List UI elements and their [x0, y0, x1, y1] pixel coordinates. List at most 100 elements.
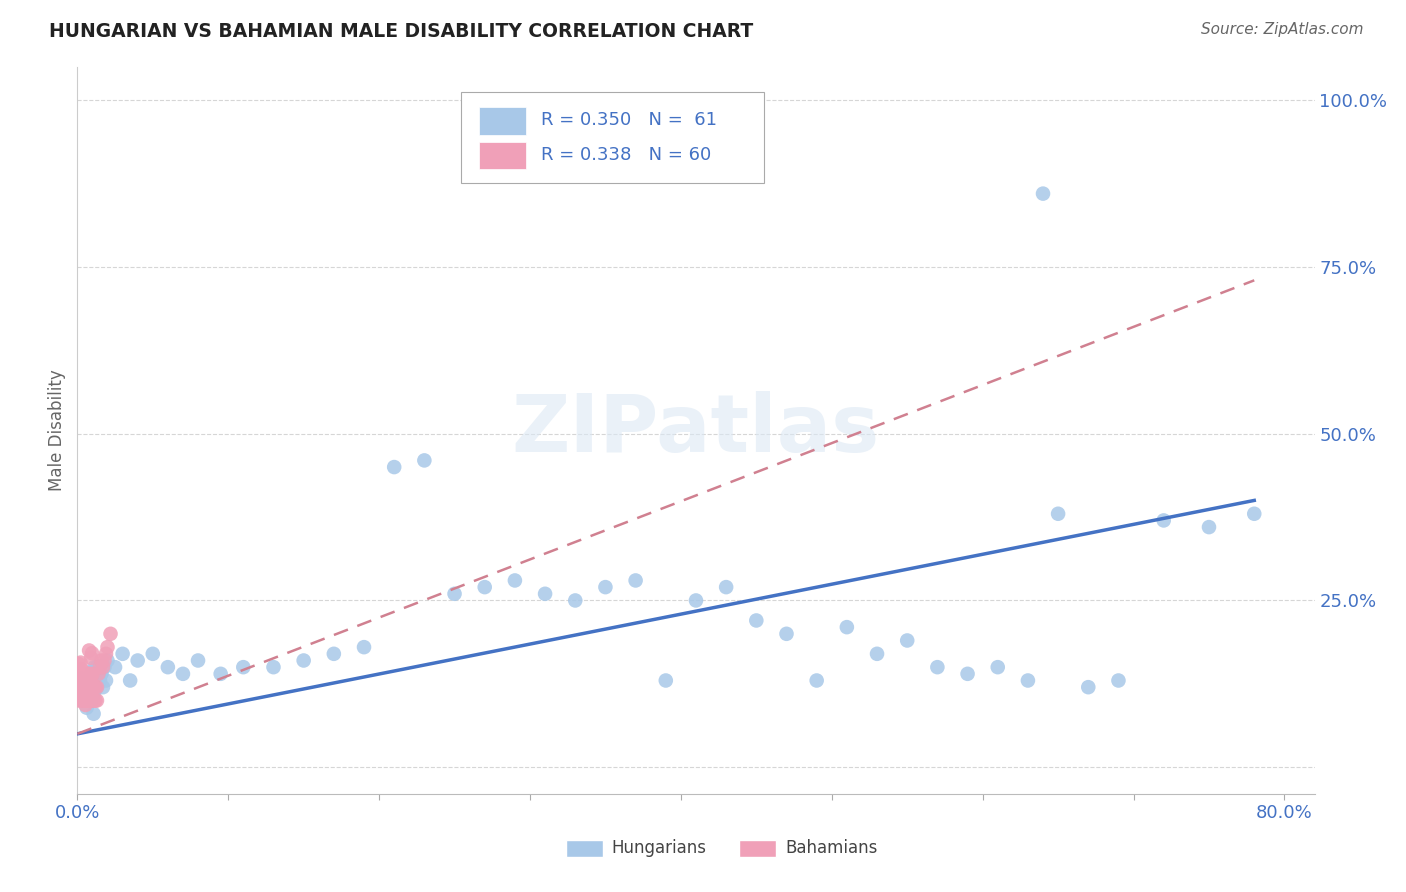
- Point: [595, 580, 617, 594]
- Point: [70, 680, 93, 694]
- Point: [79, 693, 101, 707]
- Point: [83, 687, 105, 701]
- Point: [94, 647, 117, 661]
- Point: [72, 680, 94, 694]
- Point: [77, 693, 100, 707]
- Point: [70, 682, 93, 697]
- FancyBboxPatch shape: [567, 839, 603, 857]
- Point: [87, 659, 110, 673]
- Point: [76, 679, 98, 693]
- Point: [209, 666, 232, 681]
- Point: [67, 675, 90, 690]
- Point: [80, 693, 103, 707]
- Point: [73, 673, 96, 688]
- Point: [73, 693, 96, 707]
- Point: [624, 574, 647, 588]
- Point: [69, 687, 91, 701]
- Point: [86, 680, 108, 694]
- Point: [80, 651, 103, 665]
- Point: [84, 680, 107, 694]
- Point: [172, 666, 194, 681]
- FancyBboxPatch shape: [461, 93, 763, 183]
- Point: [120, 673, 142, 688]
- Point: [353, 640, 375, 655]
- Point: [685, 593, 707, 607]
- Point: [79, 673, 101, 688]
- Point: [72, 666, 94, 681]
- Point: [187, 653, 209, 667]
- Point: [73, 687, 96, 701]
- Point: [67, 666, 90, 681]
- Point: [80, 693, 103, 707]
- Text: Hungarians: Hungarians: [612, 839, 707, 857]
- Point: [503, 574, 526, 588]
- Point: [866, 647, 889, 661]
- Point: [292, 653, 315, 667]
- Point: [70, 693, 93, 707]
- Point: [91, 680, 114, 694]
- Point: [75, 672, 97, 686]
- Point: [69, 680, 91, 694]
- Point: [79, 674, 101, 689]
- Point: [156, 660, 179, 674]
- Point: [104, 660, 127, 674]
- Point: [73, 691, 96, 706]
- Point: [87, 666, 110, 681]
- Point: [79, 666, 101, 681]
- Point: [127, 653, 149, 667]
- Text: Source: ZipAtlas.com: Source: ZipAtlas.com: [1201, 22, 1364, 37]
- Text: HUNGARIAN VS BAHAMIAN MALE DISABILITY CORRELATION CHART: HUNGARIAN VS BAHAMIAN MALE DISABILITY CO…: [49, 22, 754, 41]
- Point: [655, 673, 678, 688]
- Point: [72, 687, 94, 701]
- Point: [75, 666, 97, 681]
- Point: [896, 633, 918, 648]
- Point: [90, 653, 112, 667]
- Point: [1047, 507, 1070, 521]
- Point: [72, 681, 94, 696]
- Point: [956, 666, 979, 681]
- Point: [76, 700, 98, 714]
- Point: [382, 460, 405, 475]
- Point: [80, 668, 103, 682]
- Point: [73, 693, 96, 707]
- Point: [1153, 513, 1175, 527]
- Point: [89, 660, 111, 674]
- Point: [79, 680, 101, 694]
- Point: [83, 693, 105, 707]
- Point: [232, 660, 254, 674]
- Point: [1077, 680, 1099, 694]
- Point: [67, 693, 90, 707]
- Point: [835, 620, 858, 634]
- Point: [322, 647, 344, 661]
- Point: [82, 665, 104, 679]
- Point: [83, 680, 105, 694]
- Point: [76, 679, 98, 693]
- Point: [90, 666, 112, 681]
- Point: [83, 660, 105, 674]
- Point: [93, 660, 115, 674]
- FancyBboxPatch shape: [740, 839, 776, 857]
- Point: [77, 643, 100, 657]
- Point: [100, 627, 122, 641]
- Point: [84, 693, 107, 707]
- Point: [82, 680, 104, 694]
- Point: [87, 666, 110, 681]
- Point: [1032, 186, 1054, 201]
- Point: [70, 673, 93, 688]
- Point: [474, 580, 496, 594]
- Point: [745, 614, 768, 628]
- Point: [1017, 673, 1039, 688]
- Point: [82, 680, 104, 694]
- Point: [72, 693, 94, 707]
- Point: [76, 693, 98, 707]
- Point: [714, 580, 737, 594]
- Point: [75, 698, 97, 712]
- Point: [82, 693, 104, 707]
- Text: R = 0.350   N =  61: R = 0.350 N = 61: [541, 111, 717, 129]
- Point: [73, 675, 96, 690]
- Point: [142, 647, 165, 661]
- Point: [77, 680, 100, 694]
- Point: [443, 587, 465, 601]
- Point: [73, 672, 96, 686]
- Point: [70, 672, 93, 686]
